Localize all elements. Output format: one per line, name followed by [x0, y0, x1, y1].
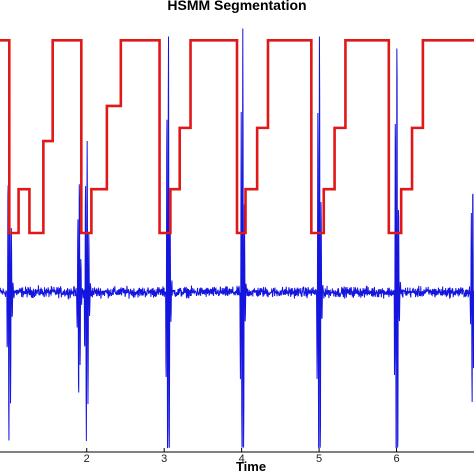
state-step-layer [0, 38, 474, 235]
chart-title: HSMM Segmentation [167, 0, 306, 13]
x-tick-label: 5 [316, 453, 322, 465]
x-tick-label: 6 [393, 453, 399, 465]
axes-layer: 2 3 4 5 6 [0, 448, 474, 465]
x-tick-label: 3 [161, 453, 167, 465]
pcg-signal-layer [0, 28, 474, 449]
state-step-line [0, 38, 474, 235]
x-tick-label: 2 [84, 453, 90, 465]
x-axis-label: Time [236, 459, 266, 474]
pcg-signal-line [0, 28, 474, 449]
x-tick-label: 4 [239, 453, 245, 465]
